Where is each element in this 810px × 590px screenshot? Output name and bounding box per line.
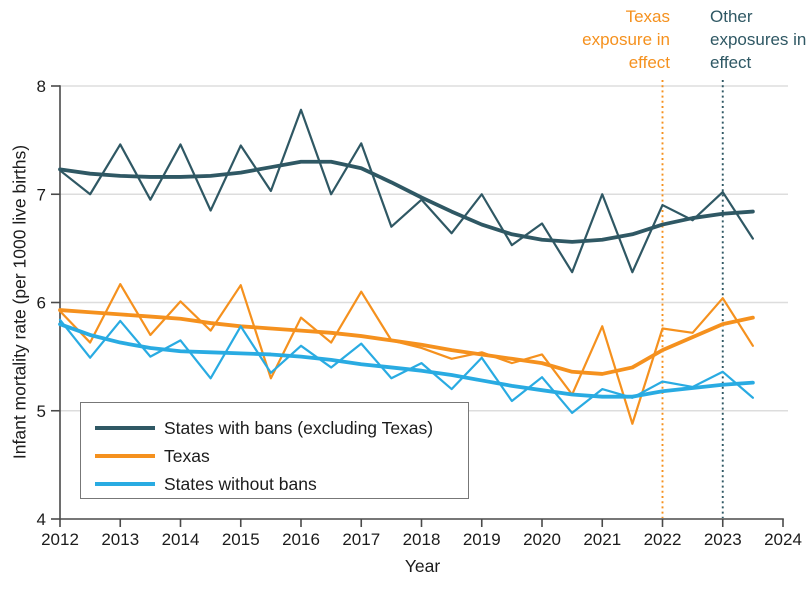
x-tick-label: 2019 — [463, 530, 501, 549]
legend-label: States with bans (excluding Texas) — [164, 417, 434, 438]
legend-line-swatch — [95, 482, 155, 486]
legend-item: Texas — [95, 442, 468, 470]
x-tick-label: 2022 — [644, 530, 682, 549]
x-axis-title: Year — [404, 556, 441, 576]
y-tick-label: 6 — [37, 294, 46, 313]
x-tick-label: 2018 — [403, 530, 441, 549]
legend: States with bans (excluding Texas) Texas… — [80, 402, 469, 499]
series-raw-2 — [58, 318, 754, 415]
legend-label: States without bans — [164, 473, 317, 494]
x-tick-label: 2014 — [162, 530, 200, 549]
legend-item: States without bans — [95, 470, 468, 498]
x-tick-label: 2020 — [523, 530, 561, 549]
series-trend-0 — [58, 159, 755, 244]
annotation-texas-exposure: Texas exposure in effect — [582, 7, 670, 72]
series-raw-0 — [58, 108, 754, 274]
x-tick-label: 2016 — [282, 530, 320, 549]
legend-line-swatch — [95, 426, 155, 430]
x-tick-label: 2015 — [222, 530, 260, 549]
legend-label: Texas — [164, 445, 210, 466]
y-tick-label: 7 — [37, 185, 46, 204]
series-trend-1 — [58, 308, 755, 376]
y-tick-label: 5 — [37, 402, 46, 421]
x-tick-label: 2017 — [342, 530, 380, 549]
annotation-other-exposures: Other exposures in effect — [710, 7, 807, 72]
x-tick-label: 2021 — [583, 530, 621, 549]
x-tick-label: 2012 — [41, 530, 79, 549]
x-tick-label: 2024 — [764, 530, 802, 549]
x-tick-label: 2013 — [101, 530, 139, 549]
y-axis-title: Infant mortality rate (per 1000 live bir… — [9, 144, 30, 460]
legend-line-swatch — [95, 454, 155, 458]
series-trend-2 — [58, 322, 755, 399]
y-tick-label: 8 — [37, 77, 46, 96]
x-tick-label: 2023 — [704, 530, 742, 549]
legend-item: States with bans (excluding Texas) — [95, 414, 468, 442]
y-tick-label: 4 — [37, 510, 46, 529]
